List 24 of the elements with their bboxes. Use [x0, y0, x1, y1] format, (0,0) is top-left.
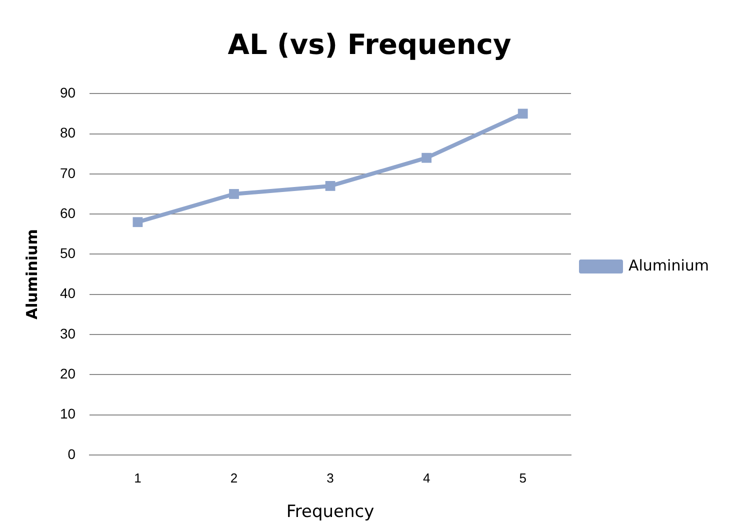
y-tick-label: 70: [60, 164, 76, 181]
legend-label: Aluminium: [628, 256, 710, 274]
point: [325, 181, 336, 191]
x-axis-title: Frequency: [286, 502, 374, 522]
y-axis-title: Aluminium: [22, 229, 41, 320]
x-tick-label: 1: [134, 470, 142, 486]
point: [422, 152, 432, 163]
y-tick-label: 50: [60, 245, 76, 262]
point: [518, 108, 528, 119]
chart-title: AL (vs) Frequency: [228, 28, 512, 62]
x-tick-label: 5: [519, 470, 526, 486]
y-tick-label: 90: [60, 84, 76, 100]
y-tick-label: 60: [60, 204, 76, 221]
x-tick-label: 2: [230, 470, 238, 486]
y-tick-label: 80: [60, 124, 76, 141]
y-tick-label: 0: [68, 446, 76, 462]
x-tick-label: 4: [422, 470, 430, 486]
y-tick-label: 30: [60, 325, 76, 342]
y-tick-label: 10: [60, 406, 76, 422]
point: [132, 217, 143, 228]
y-tick-label: 20: [60, 366, 76, 382]
point: [229, 189, 239, 199]
y-tick-label: 40: [60, 285, 76, 302]
x-tick-label: 3: [326, 470, 334, 486]
